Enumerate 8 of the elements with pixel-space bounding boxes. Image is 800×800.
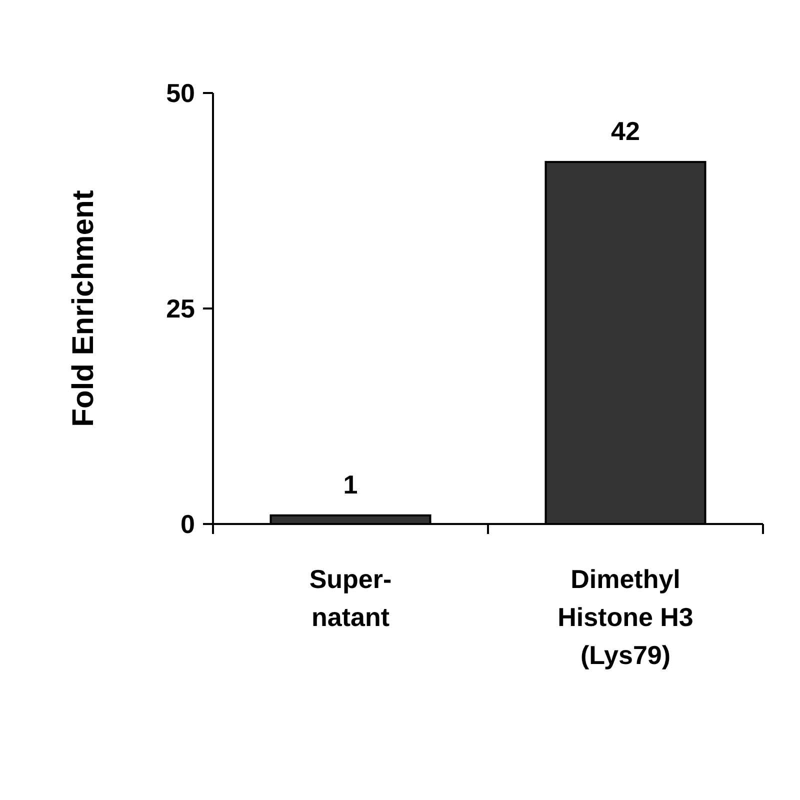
y-tick-label: 25	[166, 294, 195, 324]
data-label: 42	[611, 116, 640, 146]
y-axis-title: Fold Enrichment	[67, 190, 100, 427]
x-tick-label: Super- natant	[309, 564, 392, 632]
y-tick-label: 50	[166, 78, 195, 108]
data-label: 1	[343, 469, 358, 500]
y-tick-label: 0	[180, 509, 195, 540]
x-tick-label: Dimethyl Histone H3 (Lys79)	[558, 564, 694, 670]
